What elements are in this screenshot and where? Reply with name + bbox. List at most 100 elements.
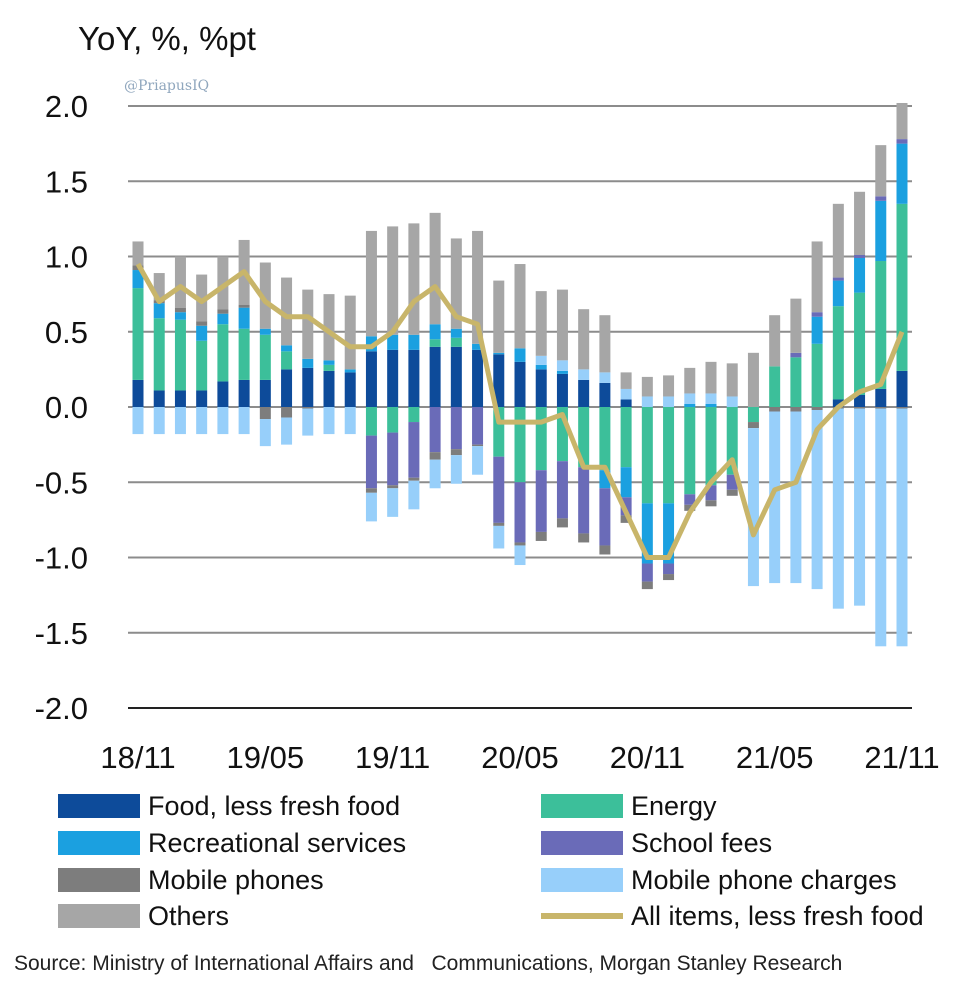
bar-segment <box>493 525 505 549</box>
bar-segment <box>769 407 781 412</box>
legend-item-recreational: Recreational services <box>58 827 406 859</box>
bar-segment <box>726 396 738 407</box>
bar-segment <box>493 407 505 457</box>
bar-segment <box>153 390 165 407</box>
bar-segment <box>811 241 823 313</box>
bar-segment <box>387 485 399 489</box>
bar-segment <box>429 452 441 460</box>
axes: 2.0 1.5 1.0 0.5 0.0 -0.5 -1.0 -1.5 -2.0 18/11 19/0… <box>35 89 940 775</box>
bar-segment <box>238 304 250 308</box>
bar-segment <box>472 343 484 350</box>
bar-segment <box>620 399 632 407</box>
bar-segment <box>599 470 611 489</box>
bar-segment <box>854 292 866 395</box>
bar-segment <box>726 407 738 475</box>
bar-segment <box>896 203 908 371</box>
bar-segment <box>429 339 441 347</box>
bar-segment <box>387 349 399 407</box>
bar-segment <box>174 319 186 391</box>
bar-segment <box>132 407 144 435</box>
y-axis-label: YoY, %, %pt <box>78 20 256 57</box>
bar-segment <box>535 291 547 356</box>
bar-segment <box>535 407 547 471</box>
legend-swatch-all-items <box>541 913 623 919</box>
bar-segment <box>408 480 420 510</box>
bar-segment <box>217 256 229 310</box>
bar-segment <box>174 390 186 407</box>
bar-segment <box>323 360 335 365</box>
bar-segment <box>811 316 823 344</box>
bar-segment <box>514 482 526 543</box>
bar-segment <box>302 408 314 436</box>
bar-segment <box>875 196 887 201</box>
legend-item-energy: Energy <box>541 790 717 822</box>
legend-swatch-food <box>58 794 140 818</box>
bar-segment <box>832 280 844 307</box>
bar-segment <box>684 403 696 407</box>
bar-segment <box>493 522 505 526</box>
y-tick-label: -0.5 <box>35 465 88 500</box>
bar-segment <box>472 230 484 344</box>
bar-segment <box>896 407 908 409</box>
bar-segment <box>811 343 823 407</box>
bar-segment <box>408 422 420 478</box>
bar-segment <box>514 264 526 349</box>
legend-label-energy: Energy <box>631 790 717 821</box>
bar-segment <box>875 200 887 262</box>
bar-segment <box>705 393 717 404</box>
bar-segment <box>663 563 675 575</box>
bar-segment <box>790 407 802 412</box>
bar-segment <box>620 372 632 389</box>
bar-segment <box>365 230 377 337</box>
bar-segment <box>196 340 208 391</box>
bar-segment <box>493 456 505 523</box>
bar-segment <box>726 489 738 496</box>
legend-swatch-others <box>58 904 140 928</box>
bar-segment <box>556 407 568 462</box>
bar-segment <box>514 542 526 546</box>
bar-segment <box>854 407 866 409</box>
bar-segment <box>875 388 887 407</box>
bar-segment <box>811 407 823 411</box>
bar-segment <box>429 212 441 325</box>
bar-segment <box>302 407 314 409</box>
legend-label-school-fees: School fees <box>631 827 773 858</box>
bar-segment <box>896 102 908 140</box>
bar-segment <box>514 361 526 407</box>
bar-segment <box>344 369 356 373</box>
bar-segment <box>535 470 547 532</box>
bar-segment <box>174 256 186 308</box>
x-tick-label: 21/11 <box>864 740 939 775</box>
bar-segment <box>365 492 377 522</box>
bar-segment <box>302 367 314 407</box>
bar-segment <box>344 407 356 435</box>
bar-segment <box>493 354 505 407</box>
legend-item-mobile-phones: Mobile phones <box>58 864 324 896</box>
bar-segment <box>174 312 186 320</box>
bar-segment <box>450 407 462 450</box>
bar-segment <box>344 372 356 407</box>
bar-segment <box>556 461 568 519</box>
bar-segment <box>472 446 484 475</box>
bar-segment <box>153 303 165 319</box>
legend-label-mobile-phones: Mobile phones <box>148 864 324 895</box>
bar-segment <box>450 238 462 329</box>
bar-segment <box>578 369 590 380</box>
bar-segment <box>578 467 590 534</box>
bar-segment <box>854 191 866 255</box>
bar-segment <box>450 449 462 456</box>
bar-segment <box>365 435 377 489</box>
bar-segment <box>832 277 844 281</box>
bar-segment <box>429 324 441 340</box>
bar-segment <box>323 407 335 435</box>
bar-segment <box>854 258 866 293</box>
bar-segment <box>747 428 759 587</box>
bar-segment <box>535 364 547 370</box>
bar-segment <box>323 364 335 371</box>
bar-segment <box>535 369 547 407</box>
bar-segment <box>620 388 632 400</box>
bar-segment <box>217 309 229 314</box>
bar-segment <box>153 273 165 301</box>
bar-segment <box>769 411 781 584</box>
bar-segment <box>217 324 229 382</box>
